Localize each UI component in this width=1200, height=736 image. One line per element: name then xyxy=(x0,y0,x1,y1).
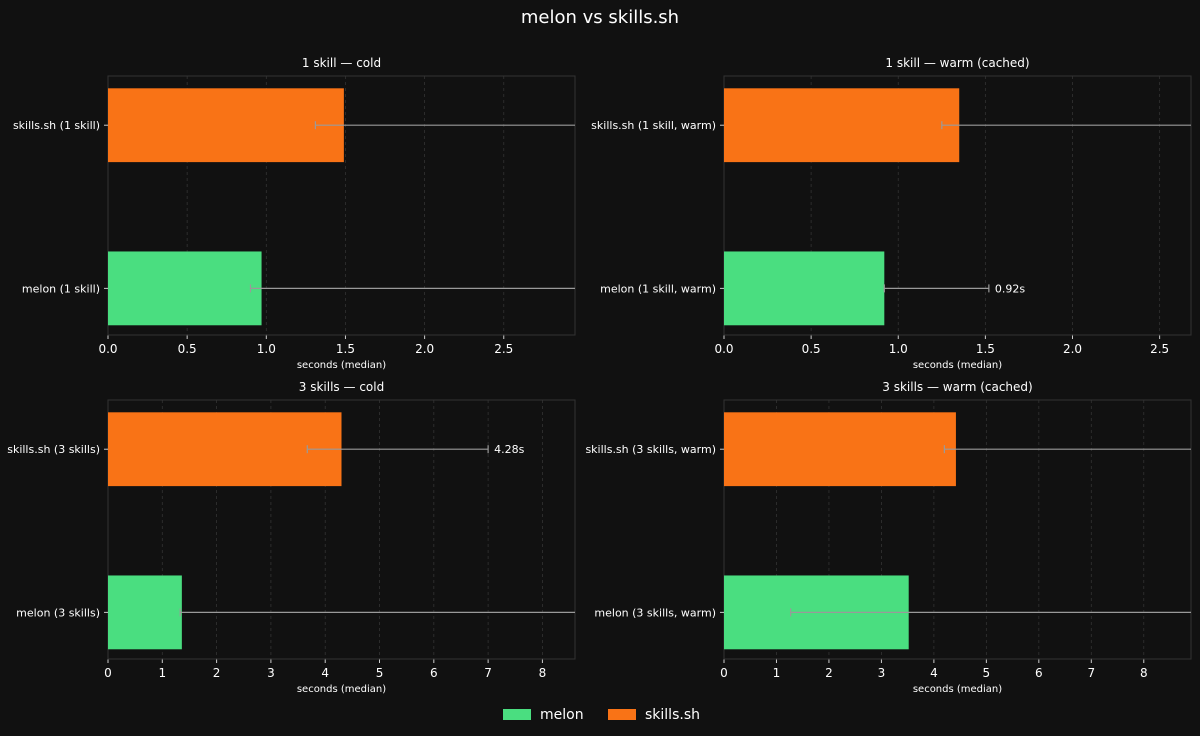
x-tick-label: 8 xyxy=(539,666,547,680)
x-tick-label: 1.5 xyxy=(336,342,355,356)
x-tick-label: 5 xyxy=(376,666,384,680)
category-label: skills.sh (3 skills) xyxy=(7,443,100,456)
x-tick-label: 0 xyxy=(720,666,728,680)
plot-frame xyxy=(723,399,1192,660)
bar-melon xyxy=(108,251,262,326)
x-tick-label: 4 xyxy=(321,666,329,680)
legend-swatch xyxy=(503,709,531,720)
x-tick-label: 2 xyxy=(825,666,833,680)
x-tick-label: 6 xyxy=(1035,666,1043,680)
x-axis-label: seconds (median) xyxy=(297,360,386,371)
x-tick-label: 0.5 xyxy=(178,342,197,356)
x-tick-label: 2.5 xyxy=(494,342,513,356)
category-label: skills.sh (3 skills, warm) xyxy=(585,443,716,456)
x-tick-label: 0.0 xyxy=(98,342,117,356)
category-label: melon (3 skills, warm) xyxy=(594,606,716,619)
x-tick-label: 7 xyxy=(1087,666,1095,680)
plot-frame xyxy=(107,399,576,660)
x-tick-label: 8 xyxy=(1140,666,1148,680)
chart-panel-3: 3 skills — cold 0 1 2 3 4 5 6 7 8 4.28s skills.sh (… xyxy=(7,380,576,695)
x-axis-label: seconds (median) xyxy=(913,684,1002,695)
panel-title: 3 skills — warm (cached) xyxy=(882,380,1032,394)
plot-frame xyxy=(723,75,1192,336)
x-tick-label: 1 xyxy=(158,666,166,680)
x-tick-label: 4 xyxy=(930,666,938,680)
category-label: skills.sh (1 skill, warm) xyxy=(591,119,716,132)
chart-panel-2: 1 skill — warm (cached) 0.0 0.5 1.0 1.5 2.0 2.… xyxy=(591,56,1192,371)
x-tick-label: 1 xyxy=(773,666,781,680)
value-annotation: 4.28s xyxy=(494,443,524,456)
plot-frame xyxy=(107,75,576,336)
chart-panel-4: 3 skills — warm (cached) 0 1 2 3 4 5 6 7 8 skills.… xyxy=(585,380,1192,695)
chart-panels: 1 skill — cold 0.0 0.5 1.0 1.5 2.0 2.5 skills.s… xyxy=(7,56,1192,695)
x-axis-label: seconds (median) xyxy=(913,360,1002,371)
legend-label: melon xyxy=(540,707,584,723)
value-annotation: 0.92s xyxy=(995,282,1025,295)
figure-title: melon vs skills.sh xyxy=(521,7,679,28)
x-tick-label: 0 xyxy=(104,666,112,680)
bar-skills-sh xyxy=(724,88,960,163)
x-tick-label: 3 xyxy=(878,666,886,680)
panel-title: 1 skill — warm (cached) xyxy=(885,56,1029,70)
bar-skills-sh xyxy=(724,412,956,487)
bar-skills-sh xyxy=(108,412,342,487)
panel-title: 3 skills — cold xyxy=(299,380,384,394)
legend-label: skills.sh xyxy=(645,707,700,723)
legend: melon skills.sh xyxy=(503,707,700,723)
x-tick-label: 2 xyxy=(213,666,221,680)
x-tick-label: 1.5 xyxy=(976,342,995,356)
panel-title: 1 skill — cold xyxy=(302,56,381,70)
x-tick-label: 1.0 xyxy=(889,342,908,356)
x-tick-label: 5 xyxy=(983,666,991,680)
bar-melon xyxy=(108,575,182,650)
bar-skills-sh xyxy=(108,88,344,163)
x-tick-label: 0.0 xyxy=(714,342,733,356)
x-tick-label: 1.0 xyxy=(257,342,276,356)
x-tick-label: 6 xyxy=(430,666,438,680)
legend-swatch xyxy=(608,709,636,720)
x-tick-label: 2.5 xyxy=(1150,342,1169,356)
category-label: melon (1 skill, warm) xyxy=(600,282,716,295)
category-label: skills.sh (1 skill) xyxy=(13,119,100,132)
bar-melon xyxy=(724,251,885,326)
chart-panel-1: 1 skill — cold 0.0 0.5 1.0 1.5 2.0 2.5 skills.s… xyxy=(13,56,576,371)
x-axis-label: seconds (median) xyxy=(297,684,386,695)
category-label: melon (3 skills) xyxy=(16,606,100,619)
x-tick-label: 0.5 xyxy=(802,342,821,356)
x-tick-label: 2.0 xyxy=(415,342,434,356)
x-tick-label: 2.0 xyxy=(1063,342,1082,356)
category-label: melon (1 skill) xyxy=(22,282,100,295)
x-tick-label: 3 xyxy=(267,666,275,680)
x-tick-label: 7 xyxy=(484,666,492,680)
